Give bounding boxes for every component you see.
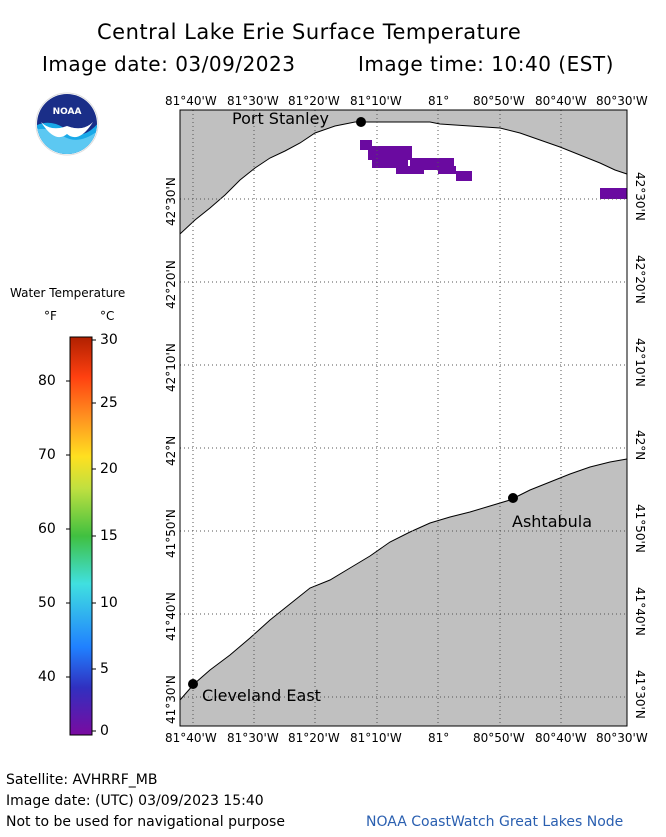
legend-c-tick: 25 — [100, 395, 118, 411]
lat-tick-right: 42°10'N — [633, 338, 647, 387]
south-land — [179, 458, 628, 727]
lon-tick-top: 81°10'W — [350, 94, 402, 108]
lat-tick-left: 41°40'N — [164, 592, 178, 641]
map-title: Central Lake Erie Surface Temperature — [97, 20, 522, 44]
graticule — [180, 110, 627, 726]
lon-tick-top: 80°50'W — [473, 94, 525, 108]
lat-tick-left: 41°30'N — [164, 675, 178, 724]
lon-tick-bottom: 81°30'W — [227, 731, 279, 745]
city-marker-ashtabula — [508, 493, 518, 503]
lon-tick-bottom: 80°50'W — [473, 731, 525, 745]
lon-tick-top: 80°40'W — [535, 94, 587, 108]
lon-tick-top: 81° — [428, 94, 450, 108]
ice-pixels — [360, 140, 627, 199]
legend-c-tick: 10 — [100, 595, 118, 611]
legend-c-tick: 0 — [100, 723, 109, 739]
lat-tick-right: 42°20'N — [633, 255, 647, 304]
lat-tick-left: 41°50'N — [164, 509, 178, 558]
legend-unit-c: °C — [100, 309, 115, 323]
image-time: Image time: 10:40 (EST) — [358, 52, 614, 76]
lon-tick-top: 81°20'W — [288, 94, 340, 108]
legend-c-tick: 15 — [100, 528, 118, 544]
city-label-ashtabula: Ashtabula — [512, 512, 593, 531]
legend-f-tick: 80 — [38, 373, 56, 389]
footer-disclaimer: Not to be used for navigational purpose — [6, 814, 285, 830]
lon-tick-top: 81°40'W — [165, 94, 217, 108]
lat-tick-right: 41°40'N — [633, 587, 647, 636]
color-bar — [66, 336, 96, 736]
lat-tick-right: 42°N — [633, 430, 647, 461]
noaa-logo-icon: NOAA — [35, 92, 99, 156]
legend-c-tick: 5 — [100, 661, 109, 677]
lon-tick-top: 80°30'W — [596, 94, 648, 108]
lon-tick-top: 81°30'W — [227, 94, 279, 108]
city-label-cleveland-east: Cleveland East — [202, 686, 321, 705]
footer-utc-date: Image date: (UTC) 03/09/2023 15:40 — [6, 793, 264, 809]
legend-f-tick: 70 — [38, 447, 56, 463]
lon-tick-bottom: 81°10'W — [350, 731, 402, 745]
city-label-port-stanley: Port Stanley — [232, 109, 329, 128]
lat-tick-right: 41°50'N — [633, 504, 647, 553]
legend-c-tick: 20 — [100, 461, 118, 477]
image-date: Image date: 03/09/2023 — [42, 52, 296, 76]
color-bar-gradient — [69, 336, 93, 736]
lat-tick-left: 42°10'N — [164, 343, 178, 392]
legend-title: Water Temperature — [10, 286, 126, 300]
lon-tick-bottom: 81°40'W — [165, 731, 217, 745]
legend-c-tick: 30 — [100, 332, 118, 348]
city-marker-port-stanley — [356, 117, 366, 127]
lat-tick-right: 42°30'N — [633, 172, 647, 221]
lon-tick-bottom: 80°30'W — [596, 731, 648, 745]
lat-tick-right: 41°30'N — [633, 670, 647, 719]
legend-f-tick: 60 — [38, 521, 56, 537]
footer-credit-link[interactable]: NOAA CoastWatch Great Lakes Node — [366, 814, 624, 830]
map-frame — [179, 109, 628, 727]
lat-tick-left: 42°20'N — [164, 260, 178, 309]
footer-satellite: Satellite: AVHRRF_MB — [6, 772, 158, 788]
legend-unit-f: °F — [44, 309, 57, 323]
city-marker-cleveland-east — [188, 679, 198, 689]
legend-f-tick: 50 — [38, 595, 56, 611]
lon-tick-bottom: 80°40'W — [535, 731, 587, 745]
noaa-logo-text: NOAA — [53, 107, 82, 117]
lon-tick-bottom: 81° — [428, 731, 450, 745]
lon-tick-bottom: 81°20'W — [288, 731, 340, 745]
lat-tick-left: 42°30'N — [164, 177, 178, 226]
lat-tick-left: 42°N — [164, 435, 178, 466]
legend-f-tick: 40 — [38, 669, 56, 685]
